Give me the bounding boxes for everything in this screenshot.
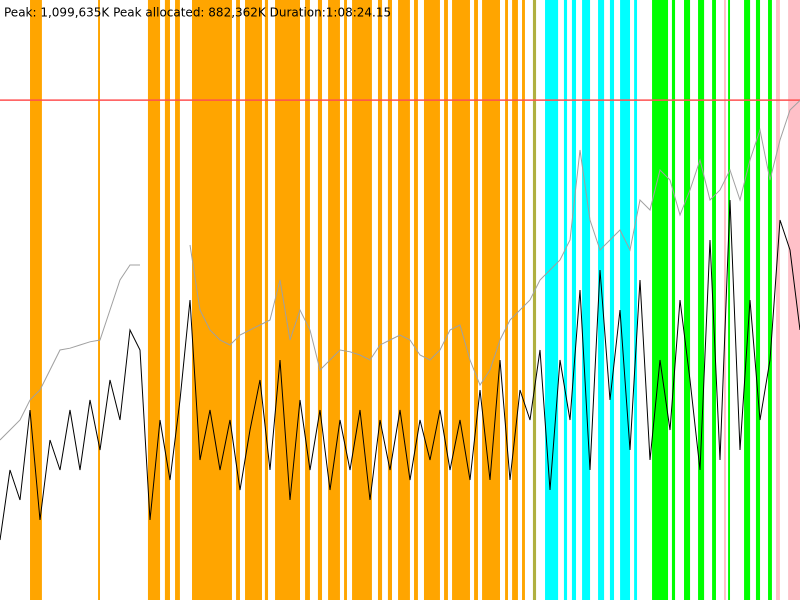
gc-event-bar	[698, 0, 705, 600]
gc-event-bar	[776, 0, 780, 600]
gc-event-bar	[755, 0, 761, 600]
memory-line	[0, 264, 140, 441]
gc-event-bar	[512, 0, 518, 600]
summary-header: Peak: 1,099,635K Peak allocated: 882,362…	[4, 6, 391, 20]
gc-event-bar	[164, 0, 170, 600]
gc-event-bar	[788, 0, 800, 600]
gc-event-bar	[387, 0, 393, 600]
gc-event-bar	[671, 0, 676, 600]
gc-event-bar	[609, 0, 615, 600]
gc-event-bar	[505, 0, 508, 600]
gc-event-bar	[398, 0, 410, 600]
gc-event-bar	[98, 0, 100, 600]
gc-event-bar	[482, 0, 500, 600]
gc-event-bar	[344, 0, 347, 600]
gc-event-bar	[245, 0, 262, 600]
gc-event-bar	[236, 0, 240, 600]
memory-line	[0, 199, 800, 541]
gc-event-bar	[768, 0, 772, 600]
gc-event-bar	[582, 0, 591, 600]
gc-event-bar	[175, 0, 180, 600]
gc-event-bar	[571, 0, 577, 600]
gc-event-bar	[423, 0, 440, 600]
gc-event-bar	[634, 0, 638, 600]
gc-event-bar	[444, 0, 448, 600]
gc-event-bar	[317, 0, 323, 600]
gc-event-bar	[652, 0, 669, 600]
gc-event-bar	[522, 0, 525, 600]
gc-event-bar	[264, 0, 269, 600]
gc-event-bar	[684, 0, 691, 600]
gc-event-bar	[275, 0, 300, 600]
gc-event-bar	[744, 0, 751, 600]
gc-event-bar	[532, 0, 537, 600]
gc-event-bar	[728, 0, 731, 600]
gc-event-bar	[474, 0, 478, 600]
gc-event-bar	[328, 0, 340, 600]
memory-line	[189, 100, 800, 387]
gc-event-bar	[545, 0, 559, 600]
gc-event-bar	[452, 0, 470, 600]
gc-event-bar	[712, 0, 716, 600]
gc-event-bar	[723, 0, 726, 600]
gc-event-bar	[30, 0, 42, 600]
gc-event-bar	[414, 0, 418, 600]
gc-event-bar	[563, 0, 568, 600]
gc-event-bar	[352, 0, 372, 600]
gc-event-bar	[305, 0, 310, 600]
gc-event-bar	[620, 0, 631, 600]
gc-event-bar	[377, 0, 383, 600]
gc-event-bar	[598, 0, 605, 600]
